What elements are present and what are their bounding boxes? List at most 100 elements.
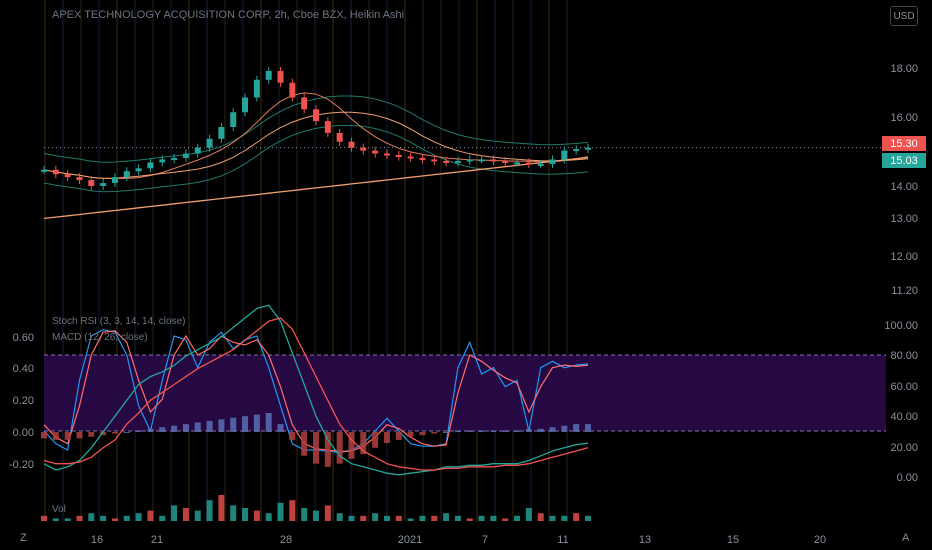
macd-hist-bar: [111, 432, 118, 434]
candle: [100, 183, 107, 186]
macd-hist-bar: [159, 427, 166, 432]
candle: [88, 180, 95, 186]
candle: [253, 79, 260, 98]
candle: [242, 97, 249, 113]
candle: [301, 97, 308, 110]
volume-bar: [336, 513, 343, 521]
candle: [466, 159, 473, 162]
lower-envelope: [43, 125, 589, 193]
session-stripe: [62, 0, 64, 522]
macd-hist-bar: [218, 419, 225, 432]
macd-group: [41, 304, 591, 476]
macd-hist-bar: [454, 430, 461, 432]
chart-title: APEX TECHNOLOGY ACQUISITION CORP, 2h, Cb…: [52, 9, 405, 21]
candle: [502, 160, 509, 163]
candle: [395, 155, 402, 158]
macd-hist-bar: [52, 432, 59, 440]
volume-bar: [360, 515, 367, 521]
session-stripe: [242, 0, 244, 522]
volume-bar: [301, 508, 308, 521]
currency-button[interactable]: USD: [890, 6, 918, 26]
candle: [111, 177, 118, 184]
stoch-band-group: [44, 354, 886, 432]
macd-hist-bar: [147, 428, 154, 432]
price-axis-tick: 18.00: [890, 63, 918, 75]
candle: [289, 82, 296, 98]
volume-bar: [41, 515, 47, 521]
session-stripe: [512, 0, 514, 522]
macd-hist-bar: [407, 432, 414, 437]
macd-label: MACD (12, 26, close): [52, 332, 148, 343]
volume-bar: [52, 518, 59, 521]
macd-hist-bar: [206, 420, 213, 432]
volume-bar: [218, 495, 225, 521]
volume-bar: [395, 515, 402, 521]
macd-hist-bar: [64, 432, 71, 440]
price-axis-tick: 16.00: [890, 112, 918, 124]
macd-hist-bar: [573, 424, 580, 432]
candle: [336, 132, 343, 142]
macd-hist-bar: [171, 425, 178, 432]
time-axis-tick: 21: [151, 534, 163, 546]
volume-bar: [289, 500, 296, 521]
volume-label: Vol: [52, 504, 66, 515]
time-axis-tick: 11: [557, 534, 568, 546]
time-axis-tick: 7: [482, 534, 488, 546]
candle: [159, 159, 166, 163]
macd-hist-bar: [502, 430, 509, 432]
candle: [123, 171, 130, 178]
candle: [360, 147, 367, 151]
candle: [348, 141, 355, 148]
session-stripe: [314, 0, 316, 522]
macd-line: [43, 304, 589, 476]
macd-hist-bar: [253, 414, 260, 432]
stoch-axis-tick: 60.00: [890, 381, 918, 393]
session-stripe: [458, 0, 460, 522]
volume-bar: [525, 508, 532, 521]
macd-hist-bar: [123, 432, 130, 433]
volume-bar: [64, 518, 71, 521]
timezone-button[interactable]: Z: [20, 532, 27, 544]
time-axis-tick: 20: [814, 534, 826, 546]
candle: [549, 159, 556, 164]
macd-hist-bar: [100, 432, 107, 436]
price-axis-tick: 14.00: [890, 181, 918, 193]
macd-hist-bar: [478, 430, 485, 432]
stoch-axis-tick: 80.00: [890, 350, 918, 362]
volume-bar: [171, 505, 178, 521]
macd-hist-bar: [301, 432, 308, 456]
candle: [454, 160, 461, 163]
session-stripe: [332, 0, 334, 522]
candle: [383, 153, 390, 156]
session-stripe: [224, 0, 226, 522]
auto-scale-button[interactable]: A: [902, 532, 910, 544]
volume-bar: [159, 515, 166, 521]
volume-bar: [466, 518, 473, 521]
volume-bar: [100, 515, 107, 521]
candle: [443, 160, 450, 163]
time-axis-tick: 16: [91, 534, 103, 546]
macd-hist-bar: [490, 430, 497, 432]
session-stripe: [350, 0, 352, 522]
volume-bar: [277, 502, 284, 521]
session-stripe: [368, 0, 370, 522]
candle: [525, 162, 532, 165]
stoch-axis-tick: 20.00: [890, 442, 918, 454]
session-stripe: [404, 0, 406, 522]
candle: [171, 157, 178, 160]
volume-bar: [265, 513, 272, 521]
volume-bar: [348, 515, 355, 521]
candle: [324, 121, 331, 133]
session-stripe: [98, 0, 100, 522]
session-stripe: [476, 0, 478, 522]
macd-hist-bar: [135, 430, 142, 432]
volume-bar: [537, 513, 544, 521]
volume-bar: [478, 515, 485, 521]
volume-bar: [230, 505, 237, 521]
candle: [277, 70, 284, 83]
candle: [490, 159, 497, 162]
stoch-axis-tick: 40.00: [890, 411, 918, 423]
stoch-axis-tick: 0.00: [897, 472, 918, 484]
candle: [41, 169, 47, 172]
